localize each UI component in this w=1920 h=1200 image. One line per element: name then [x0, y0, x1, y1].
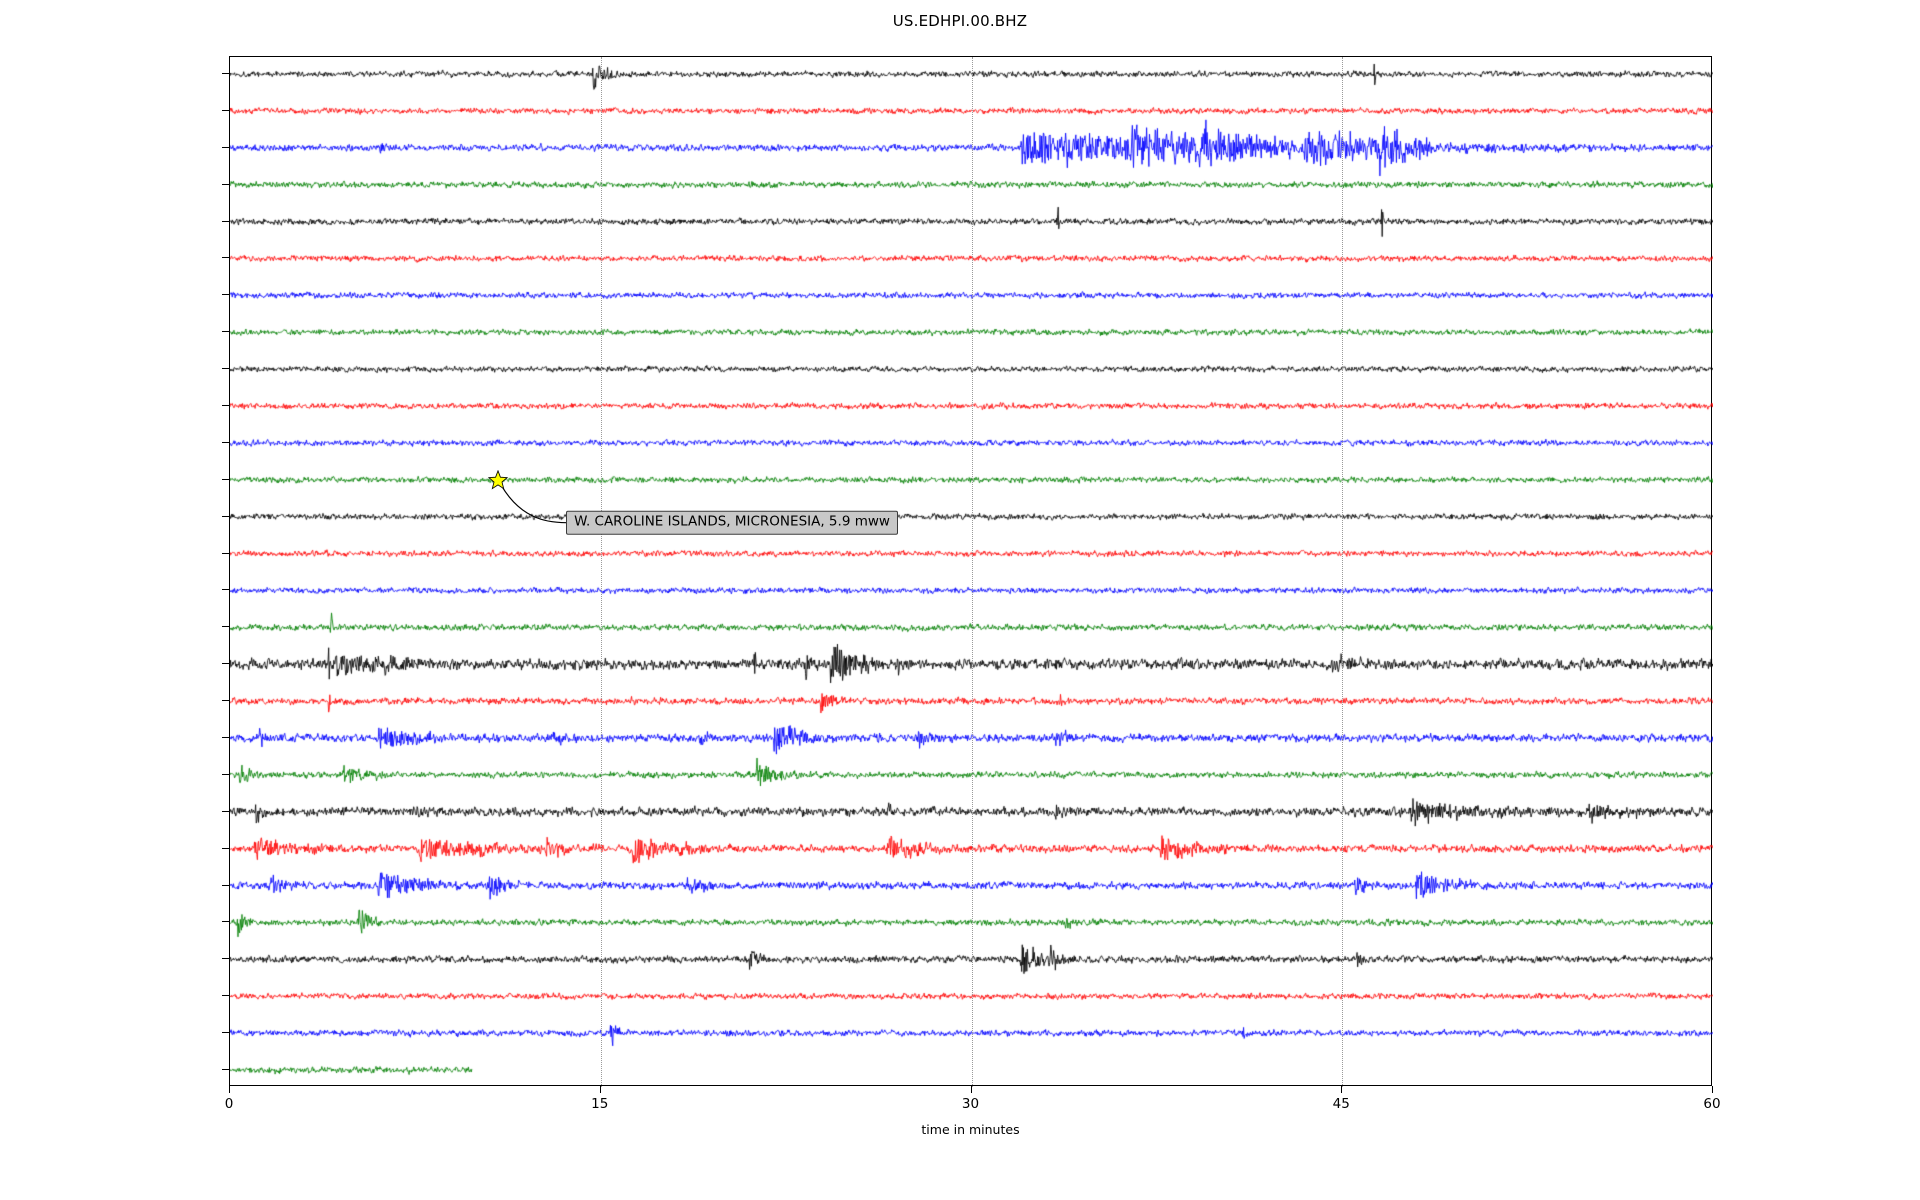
plot-axes: W. CAROLINE ISLANDS, MICRONESIA, 5.9 mww: [229, 56, 1713, 1087]
y-tick-mark-26: [222, 1032, 229, 1034]
y-tick-mark-7: [222, 331, 229, 333]
x-tick-mark-1: [599, 1086, 601, 1093]
y-tick-mark-0: [222, 73, 229, 74]
y-tick-mark-24: [222, 958, 229, 960]
x-tick-mark-4: [1712, 1086, 1713, 1093]
y-tick-mark-12: [222, 515, 229, 517]
x-tick-mark-0: [229, 1086, 230, 1093]
page-title: US.EDHPI.00.BHZ: [892, 12, 1028, 30]
x-tick-label-1: 15: [591, 1096, 609, 1112]
y-tick-mark-23: [222, 921, 229, 923]
y-axis-labels: 00:00:0901:00:0902:00:0903:00:0904:00:09…: [0, 56, 229, 1086]
y-tick-mark-13: [222, 552, 229, 554]
y-tick-mark-2: [222, 146, 229, 148]
y-tick-mark-5: [222, 257, 229, 259]
x-tick-label-0: 0: [224, 1096, 234, 1112]
y-tick-mark-17: [222, 700, 229, 702]
y-tick-mark-25: [222, 995, 229, 997]
x-tick-label-2: 30: [961, 1096, 980, 1112]
x-tick-mark-3: [1341, 1086, 1343, 1093]
y-tick-mark-8: [222, 368, 229, 370]
y-tick-mark-20: [222, 810, 229, 812]
gridline-15min: [600, 57, 602, 1087]
y-tick-mark-11: [222, 478, 229, 480]
x-tick-label-3: 45: [1332, 1096, 1350, 1112]
y-tick-mark-15: [222, 626, 229, 628]
y-tick-mark-16: [222, 663, 229, 665]
x-axis-title: time in minutes: [921, 1122, 1020, 1137]
y-tick-mark-22: [222, 884, 229, 886]
event-annotation-label: W. CAROLINE ISLANDS, MICRONESIA, 5.9 mww: [566, 510, 898, 535]
y-tick-mark-6: [222, 294, 229, 296]
y-tick-mark-18: [222, 737, 229, 738]
x-tick-label-4: 60: [1703, 1096, 1721, 1112]
gridline-30min: [971, 57, 973, 1087]
y-tick-mark-21: [222, 847, 229, 849]
y-tick-mark-9: [222, 405, 229, 406]
y-tick-mark-1: [222, 109, 229, 111]
y-tick-mark-27: [222, 1069, 229, 1070]
gridline-45min: [1342, 57, 1344, 1087]
x-tick-mark-2: [970, 1086, 972, 1093]
y-tick-mark-4: [222, 220, 229, 222]
y-tick-mark-10: [222, 441, 229, 443]
y-tick-mark-14: [222, 589, 229, 591]
y-tick-mark-3: [222, 183, 229, 185]
y-tick-mark-19: [222, 773, 229, 775]
